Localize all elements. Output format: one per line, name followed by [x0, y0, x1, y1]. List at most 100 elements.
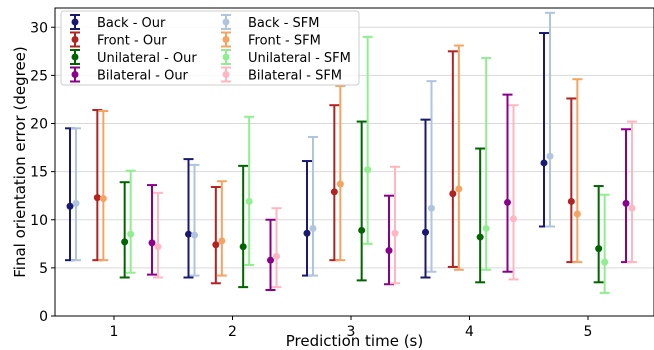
mean-point [309, 224, 317, 232]
legend-item: Front - Our [70, 31, 167, 49]
mean-point [330, 188, 338, 196]
errorbar [244, 115, 255, 266]
mean-point [428, 204, 435, 212]
legend-label: Bilateral - SFM [248, 69, 342, 84]
legend-item: Back - Our [70, 14, 166, 31]
legend-item: Unilateral - SFM [221, 49, 351, 66]
errorbar [621, 128, 631, 264]
mean-point [449, 190, 457, 198]
mean-point [303, 229, 311, 237]
mean-point [567, 197, 575, 205]
errorbar [356, 120, 367, 282]
legend-label: Bilateral - Our [97, 69, 189, 84]
legend-label: Front - Our [97, 34, 167, 49]
mean-point [72, 199, 80, 207]
y-tick-label: 0 [39, 309, 48, 325]
error-bars [65, 11, 637, 294]
mean-point [66, 202, 74, 210]
mean-point [391, 229, 399, 237]
errorbar [627, 120, 637, 264]
errorbar [308, 135, 318, 277]
y-axis-label: Final orientation error (degree) [11, 46, 29, 278]
legend-marker [222, 36, 230, 43]
mean-point [127, 230, 135, 238]
mean-point [191, 231, 198, 239]
errorbar [426, 80, 437, 273]
errorbar [539, 32, 549, 228]
mean-point [422, 228, 429, 236]
errorbar [265, 218, 276, 292]
errorbar [390, 165, 400, 285]
mean-point [93, 194, 101, 202]
mean-point [267, 256, 274, 264]
mean-point [455, 185, 463, 193]
mean-point [239, 243, 247, 251]
x-tick-label: 1 [110, 324, 119, 340]
mean-point [476, 233, 484, 241]
mean-point [628, 204, 636, 212]
legend-marker [71, 18, 79, 26]
legend-item: Front - SFM [221, 31, 321, 49]
errorbar [481, 57, 492, 271]
errorbar [98, 109, 109, 262]
legend-marker [71, 71, 79, 78]
errorbar [271, 207, 282, 289]
legend-marker [222, 71, 230, 78]
x-tick-label: 2 [228, 324, 237, 340]
x-tick-label: 5 [584, 324, 593, 340]
y-tick-label: 5 [39, 261, 48, 277]
errorbar [189, 163, 200, 277]
plot-frame [54, 7, 654, 317]
errorbar [593, 185, 604, 284]
mean-point [212, 241, 220, 249]
errorbar [183, 158, 194, 279]
errorbar [545, 11, 555, 228]
legend-label: Front - SFM [248, 34, 321, 49]
errorbar [153, 191, 163, 279]
mean-point [99, 195, 107, 203]
legend-label: Back - Our [97, 16, 166, 31]
mean-point [510, 215, 517, 223]
y-tick-label: 25 [30, 68, 48, 84]
x-tick-label: 3 [347, 324, 356, 340]
mean-point [573, 210, 581, 218]
mean-point [622, 199, 630, 207]
mean-point [504, 198, 511, 206]
x-tick-label: 4 [465, 324, 474, 340]
errorbar [362, 35, 373, 245]
legend-marker [222, 53, 230, 61]
mean-point [385, 247, 393, 255]
mean-point [185, 230, 192, 238]
errorbar [119, 181, 130, 279]
legend-marker [71, 53, 79, 61]
errorbar [335, 84, 346, 262]
legend-box [60, 10, 360, 86]
mean-point [601, 258, 609, 266]
mean-point [273, 252, 280, 260]
errorbar [475, 147, 486, 284]
legend-item: Bilateral - Our [70, 66, 189, 84]
legend-marker [222, 18, 230, 26]
mean-point [358, 226, 366, 234]
errorbar [71, 127, 81, 262]
errorbar [447, 50, 458, 268]
errorbar [453, 44, 464, 271]
errorbar [125, 169, 136, 274]
mean-point [546, 152, 554, 160]
mean-point [148, 239, 156, 247]
legend-marker [71, 36, 79, 43]
y-tick-label: 15 [30, 165, 48, 181]
errorbar [508, 104, 519, 281]
errorbar [502, 93, 513, 273]
errorbar [147, 184, 157, 276]
errorbar [216, 180, 227, 277]
errorbar [210, 186, 221, 285]
y-tick-label: 30 [30, 20, 48, 36]
mean-point [482, 224, 490, 232]
errorbar [599, 193, 610, 294]
mean-point [245, 197, 253, 205]
legend: Back - Our Front - Our Unilateral - Our Bil… [60, 10, 360, 86]
mean-point [595, 245, 603, 253]
legend-label: Back - SFM [248, 16, 319, 31]
